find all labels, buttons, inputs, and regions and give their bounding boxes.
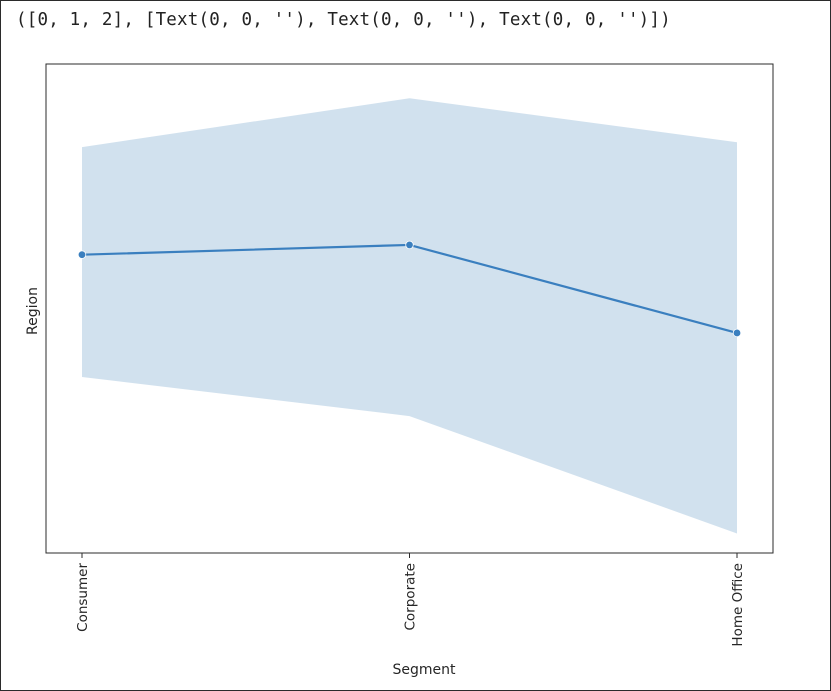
- data-point: [405, 240, 414, 250]
- x-axis-label: Segment: [393, 662, 457, 678]
- output-text: ([0, 1, 2], [Text(0, 0, ''), Text(0, 0, …: [16, 10, 671, 30]
- y-axis-label: Region: [25, 287, 41, 335]
- x-tick-label: Corporate: [403, 563, 419, 631]
- x-tick-label: Consumer: [75, 563, 91, 632]
- data-point: [732, 328, 742, 338]
- data-point: [77, 250, 87, 259]
- confidence-band: [82, 98, 737, 534]
- x-tick-label: Home Office: [730, 563, 746, 647]
